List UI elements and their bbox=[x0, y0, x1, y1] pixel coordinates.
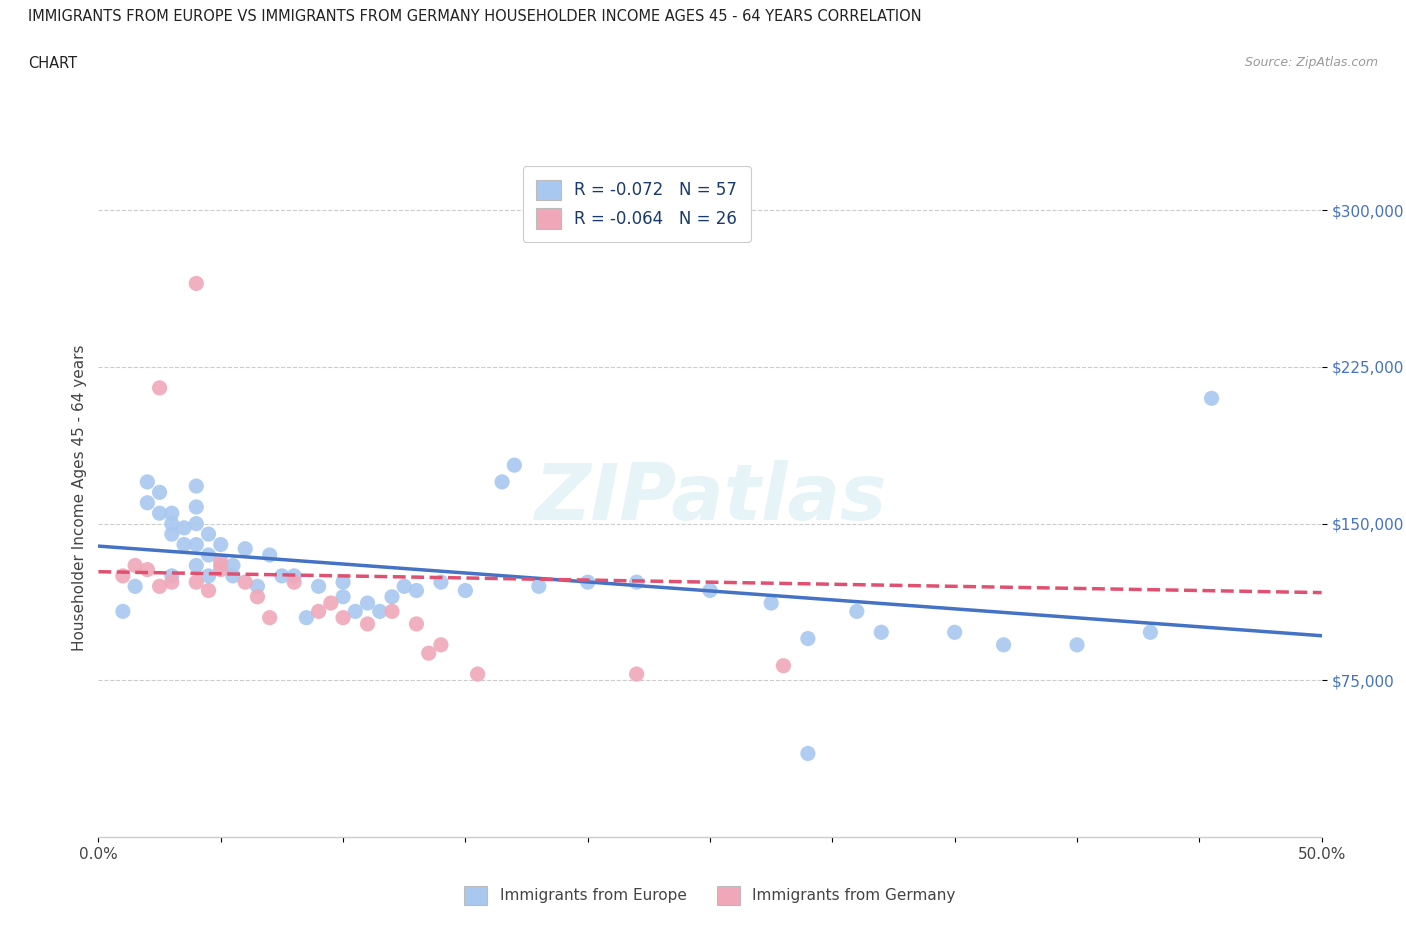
Point bbox=[186, 276, 208, 291]
Text: ZIPatlas: ZIPatlas bbox=[534, 459, 886, 536]
Point bbox=[1139, 625, 1161, 640]
Point bbox=[186, 558, 208, 573]
Point bbox=[149, 485, 172, 499]
Point bbox=[626, 575, 648, 590]
Point bbox=[344, 604, 367, 618]
Point bbox=[392, 578, 416, 593]
Point bbox=[197, 568, 219, 583]
Point bbox=[233, 541, 256, 556]
Point bbox=[209, 554, 232, 569]
Legend: Immigrants from Europe, Immigrants from Germany: Immigrants from Europe, Immigrants from … bbox=[458, 880, 962, 910]
Point bbox=[136, 562, 159, 577]
Point bbox=[356, 617, 378, 631]
Point bbox=[430, 575, 453, 590]
Point bbox=[186, 538, 208, 552]
Point bbox=[308, 578, 330, 593]
Point bbox=[993, 637, 1015, 652]
Point bbox=[173, 521, 195, 536]
Point bbox=[626, 667, 648, 682]
Point bbox=[197, 583, 219, 598]
Point bbox=[136, 474, 159, 489]
Point bbox=[761, 595, 783, 610]
Point bbox=[209, 562, 232, 577]
Point bbox=[186, 575, 208, 590]
Point bbox=[233, 575, 256, 590]
Point bbox=[246, 590, 269, 604]
Text: CHART: CHART bbox=[28, 56, 77, 71]
Point bbox=[772, 658, 794, 673]
Point bbox=[491, 474, 513, 489]
Point bbox=[160, 568, 183, 583]
Point bbox=[209, 558, 232, 573]
Point bbox=[295, 610, 318, 625]
Point bbox=[222, 568, 245, 583]
Point bbox=[845, 604, 868, 618]
Point bbox=[308, 604, 330, 618]
Point bbox=[283, 568, 305, 583]
Point bbox=[1066, 637, 1088, 652]
Point bbox=[283, 575, 305, 590]
Point bbox=[186, 499, 208, 514]
Point bbox=[319, 595, 342, 610]
Point bbox=[797, 631, 820, 646]
Point bbox=[149, 506, 172, 521]
Point bbox=[381, 604, 404, 618]
Point bbox=[418, 645, 440, 660]
Point bbox=[870, 625, 893, 640]
Point bbox=[111, 604, 134, 618]
Point bbox=[186, 516, 208, 531]
Point bbox=[576, 575, 599, 590]
Point bbox=[332, 610, 354, 625]
Point bbox=[222, 558, 245, 573]
Point bbox=[332, 590, 354, 604]
Point bbox=[209, 538, 232, 552]
Point bbox=[405, 583, 427, 598]
Text: IMMIGRANTS FROM EUROPE VS IMMIGRANTS FROM GERMANY HOUSEHOLDER INCOME AGES 45 - 6: IMMIGRANTS FROM EUROPE VS IMMIGRANTS FRO… bbox=[28, 9, 922, 24]
Point bbox=[124, 558, 146, 573]
Point bbox=[943, 625, 966, 640]
Point bbox=[160, 506, 183, 521]
Y-axis label: Householder Income Ages 45 - 64 years: Householder Income Ages 45 - 64 years bbox=[72, 344, 87, 651]
Point bbox=[197, 526, 219, 541]
Point bbox=[699, 583, 721, 598]
Point bbox=[160, 526, 183, 541]
Point bbox=[332, 575, 354, 590]
Point bbox=[430, 637, 453, 652]
Point bbox=[454, 583, 477, 598]
Point bbox=[503, 458, 526, 472]
Point bbox=[368, 604, 391, 618]
Point bbox=[197, 548, 219, 563]
Point bbox=[270, 568, 294, 583]
Point bbox=[381, 590, 404, 604]
Point bbox=[246, 578, 269, 593]
Point bbox=[797, 746, 820, 761]
Point bbox=[467, 667, 489, 682]
Point bbox=[527, 578, 550, 593]
Text: Source: ZipAtlas.com: Source: ZipAtlas.com bbox=[1244, 56, 1378, 69]
Point bbox=[124, 578, 146, 593]
Point bbox=[173, 538, 195, 552]
Point bbox=[259, 548, 281, 563]
Point bbox=[259, 610, 281, 625]
Point bbox=[149, 578, 172, 593]
Point bbox=[186, 479, 208, 494]
Point bbox=[405, 617, 427, 631]
Point bbox=[356, 595, 378, 610]
Point bbox=[149, 380, 172, 395]
Point bbox=[160, 575, 183, 590]
Point bbox=[160, 516, 183, 531]
Point bbox=[1201, 391, 1223, 405]
Point bbox=[111, 568, 134, 583]
Point bbox=[136, 496, 159, 511]
